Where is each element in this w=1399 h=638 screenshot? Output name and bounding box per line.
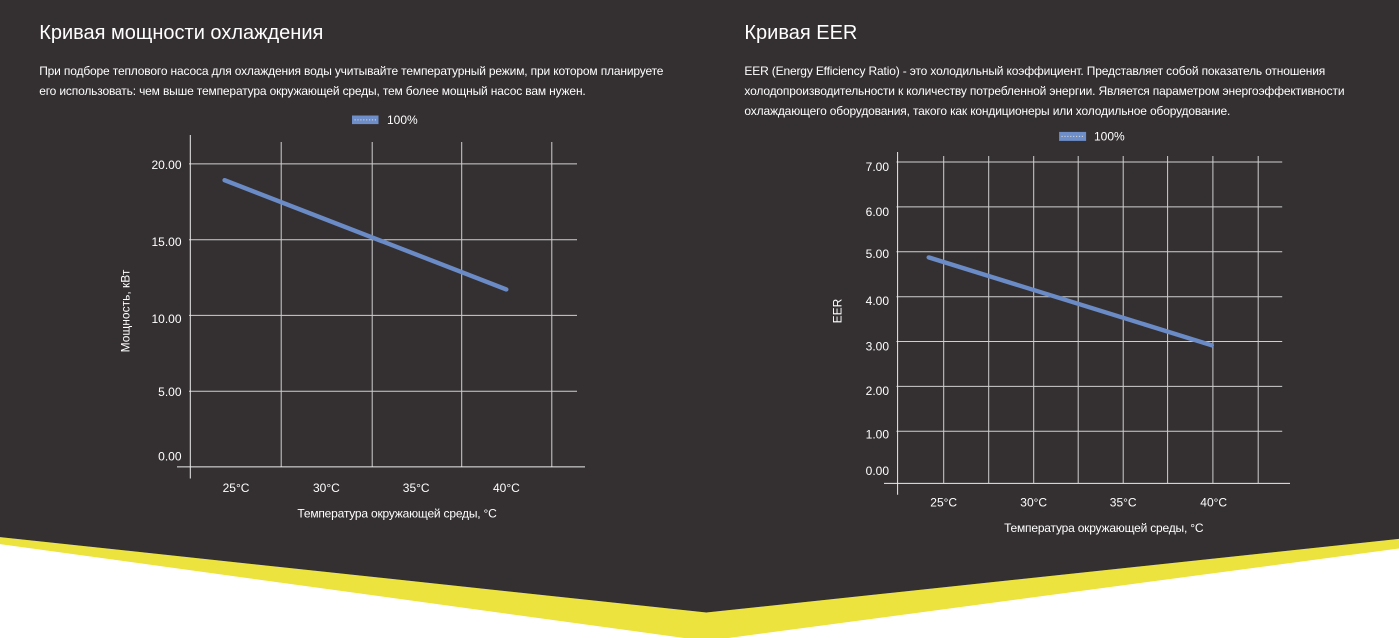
svg-text:7.00: 7.00	[866, 160, 890, 174]
svg-text:1.00: 1.00	[866, 427, 890, 441]
svg-text:EER: EER	[830, 298, 844, 323]
svg-text:40°C: 40°C	[493, 481, 520, 495]
svg-text:Мощность, кВт: Мощность, кВт	[119, 269, 133, 352]
svg-text:40°C: 40°C	[1200, 496, 1227, 510]
svg-text:25°C: 25°C	[930, 496, 957, 510]
svg-text:6.00: 6.00	[866, 205, 890, 219]
svg-text:35°C: 35°C	[1110, 496, 1137, 510]
svg-text:3.00: 3.00	[866, 339, 890, 353]
svg-text:15.00: 15.00	[151, 235, 181, 249]
svg-text:35°C: 35°C	[403, 481, 430, 495]
svg-text:Температура окружающей среды,: Температура окружающей среды, °C	[1004, 521, 1204, 535]
svg-text:0.00: 0.00	[866, 464, 890, 478]
svg-text:5.00: 5.00	[158, 385, 182, 399]
svg-text:Температура окружающей среды,: Температура окружающей среды, °C	[297, 507, 497, 521]
svg-text:30°C: 30°C	[313, 481, 340, 495]
svg-text:0.00: 0.00	[158, 449, 182, 463]
svg-text:30°C: 30°C	[1020, 496, 1047, 510]
svg-text:20.00: 20.00	[151, 158, 181, 172]
svg-text:100%: 100%	[387, 113, 418, 127]
svg-text:100%: 100%	[1094, 130, 1125, 144]
svg-text:2.00: 2.00	[866, 384, 890, 398]
svg-text:10.00: 10.00	[151, 312, 181, 326]
svg-text:4.00: 4.00	[866, 294, 890, 308]
svg-text:25°C: 25°C	[223, 481, 250, 495]
svg-text:5.00: 5.00	[866, 247, 890, 261]
